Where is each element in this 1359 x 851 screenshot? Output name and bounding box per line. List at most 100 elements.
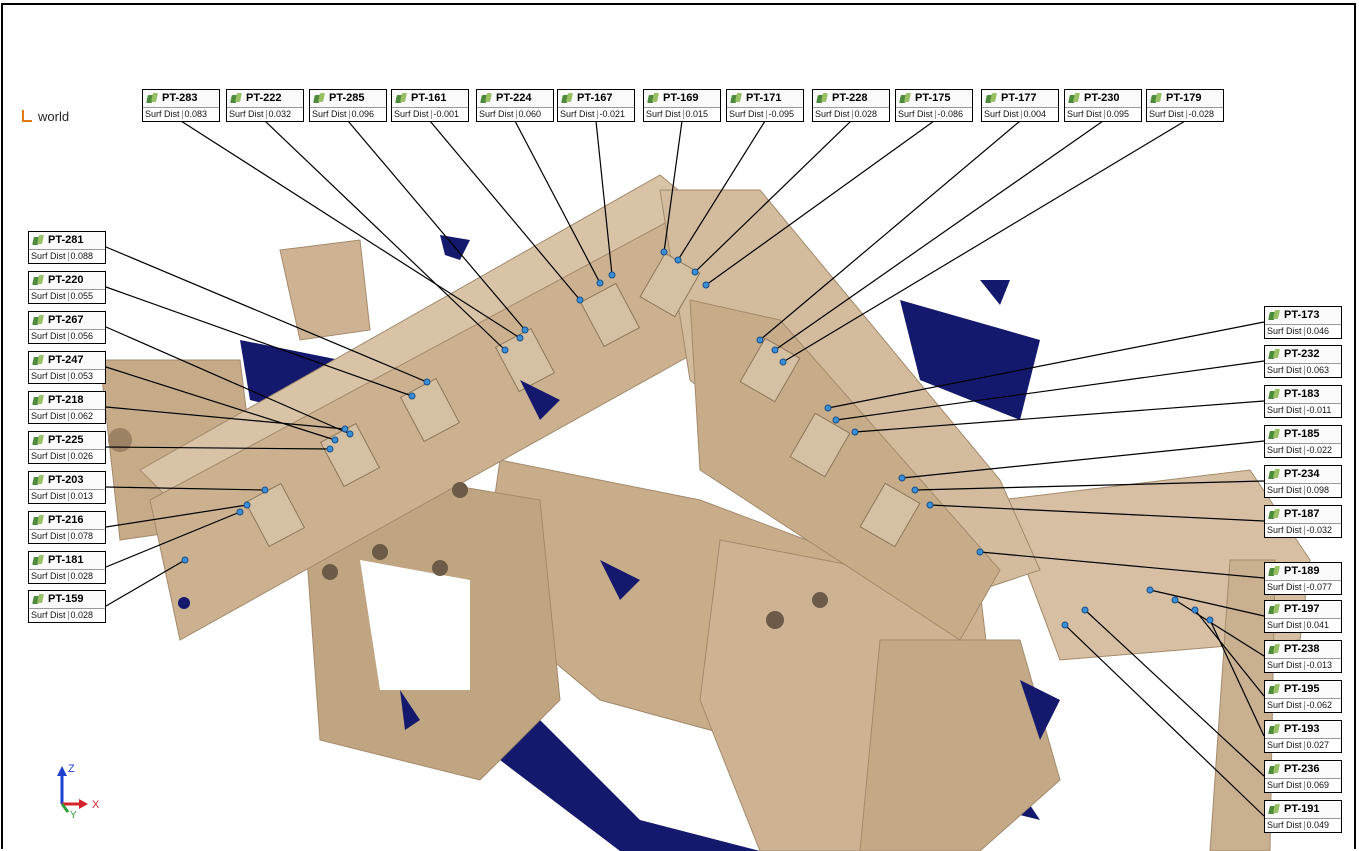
tag-value: 0.013 [67,492,93,501]
measurement-tag-pt-236[interactable]: PT-236 Surf Dist 0.069 [1264,760,1342,793]
measurement-tag-pt-281[interactable]: PT-281 Surf Dist 0.088 [28,231,106,264]
measurement-tag-pt-179[interactable]: PT-179 Surf Dist -0.028 [1146,89,1224,122]
tag-header: PT-230 [1065,90,1141,108]
tag-header: PT-179 [1147,90,1223,108]
tag-id: PT-181 [48,554,84,566]
tag-id: PT-222 [246,92,282,104]
tag-header: PT-238 [1265,641,1341,659]
measurement-tag-pt-161[interactable]: PT-161 Surf Dist -0.001 [391,89,469,122]
tag-key: Surf Dist [1267,780,1302,790]
tag-header: PT-193 [1265,721,1341,739]
measurement-tag-pt-247[interactable]: PT-247 Surf Dist 0.053 [28,351,106,384]
probe-point-icon [32,555,45,566]
tag-value: 0.028 [851,110,877,119]
tag-header: PT-181 [29,552,105,570]
callout-line [705,120,935,286]
world-label-text: world [38,109,70,124]
tag-key: Surf Dist [312,109,347,119]
tag-key: Surf Dist [31,451,66,461]
tag-key: Surf Dist [1267,326,1302,336]
probe-marker [851,428,859,436]
callout-line [105,511,241,568]
callout-line [514,120,601,284]
measurement-tag-pt-225[interactable]: PT-225 Surf Dist 0.026 [28,431,106,464]
tag-header: PT-171 [727,90,803,108]
deviation-fragment [600,560,640,600]
measurement-tag-pt-224[interactable]: PT-224 Surf Dist 0.060 [476,89,554,122]
measurement-tag-pt-195[interactable]: PT-195 Surf Dist -0.062 [1264,680,1342,713]
tag-row: Surf Dist -0.028 [1147,108,1223,121]
measurement-tag-pt-175[interactable]: PT-175 Surf Dist -0.086 [895,89,973,122]
tag-row: Surf Dist 0.095 [1065,108,1141,121]
measurement-tag-pt-185[interactable]: PT-185 Surf Dist -0.022 [1264,425,1342,458]
measurement-tag-pt-267[interactable]: PT-267 Surf Dist 0.056 [28,311,106,344]
measurement-tag-pt-283[interactable]: PT-283 Surf Dist 0.083 [142,89,220,122]
measurement-tag-pt-191[interactable]: PT-191 Surf Dist 0.049 [1264,800,1342,833]
tag-key: Surf Dist [31,251,66,261]
measurement-tag-pt-183[interactable]: PT-183 Surf Dist -0.011 [1264,385,1342,418]
measurement-tag-pt-193[interactable]: PT-193 Surf Dist 0.027 [1264,720,1342,753]
measurement-tag-pt-234[interactable]: PT-234 Surf Dist 0.098 [1264,465,1342,498]
measurement-tag-pt-173[interactable]: PT-173 Surf Dist 0.046 [1264,306,1342,339]
measurement-tag-pt-222[interactable]: PT-222 Surf Dist 0.032 [226,89,304,122]
tag-row: Surf Dist 0.053 [29,370,105,383]
measurement-tag-pt-171[interactable]: PT-171 Surf Dist -0.095 [726,89,804,122]
tag-value: 0.026 [67,452,93,461]
measurement-tag-pt-167[interactable]: PT-167 Surf Dist -0.021 [557,89,635,122]
tag-id: PT-161 [411,92,447,104]
measurement-tag-pt-177[interactable]: PT-177 Surf Dist 0.004 [981,89,1059,122]
measurement-tag-pt-220[interactable]: PT-220 Surf Dist 0.055 [28,271,106,304]
deviation-fragment [520,380,560,420]
probe-marker [236,508,244,516]
probe-point-icon [313,93,326,104]
tag-row: Surf Dist 0.028 [29,570,105,583]
measurement-tag-pt-218[interactable]: PT-218 Surf Dist 0.062 [28,391,106,424]
measurement-tag-pt-189[interactable]: PT-189 Surf Dist -0.077 [1264,562,1342,595]
measurement-tag-pt-285[interactable]: PT-285 Surf Dist 0.096 [309,89,387,122]
tag-key: Surf Dist [984,109,1019,119]
probe-marker [1146,586,1154,594]
probe-marker [1081,606,1089,614]
tag-key: Surf Dist [1267,700,1302,710]
tag-row: Surf Dist 0.078 [29,530,105,543]
measurement-tag-pt-197[interactable]: PT-197 Surf Dist 0.041 [1264,600,1342,633]
left-frame-window [360,560,470,690]
tag-row: Surf Dist 0.088 [29,250,105,263]
tag-row: Surf Dist 0.028 [813,108,889,121]
tag-header: PT-218 [29,392,105,410]
orientation-triad[interactable]: Z Y X [48,760,108,820]
tag-id: PT-187 [1284,508,1320,520]
probe-marker [674,256,682,264]
callout-line [105,559,186,607]
probe-marker [824,404,832,412]
tag-id: PT-220 [48,274,84,286]
probe-marker [331,436,339,444]
callout-line [759,120,1021,341]
tag-row: Surf Dist -0.095 [727,108,803,121]
measurement-tag-pt-232[interactable]: PT-232 Surf Dist 0.063 [1264,345,1342,378]
tag-header: PT-167 [558,90,634,108]
tag-header: PT-169 [644,90,720,108]
callout-line [827,321,1265,409]
probe-point-icon [1268,644,1281,655]
tag-id: PT-169 [663,92,699,104]
tag-key: Surf Dist [31,411,66,421]
measurement-tag-pt-238[interactable]: PT-238 Surf Dist -0.013 [1264,640,1342,673]
tag-row: Surf Dist -0.022 [1265,444,1341,457]
deviation-fragment [400,690,420,730]
measurement-tag-pt-181[interactable]: PT-181 Surf Dist 0.028 [28,551,106,584]
measurement-tag-pt-203[interactable]: PT-203 Surf Dist 0.013 [28,471,106,504]
measurement-tag-pt-216[interactable]: PT-216 Surf Dist 0.078 [28,511,106,544]
measurement-tag-pt-228[interactable]: PT-228 Surf Dist 0.028 [812,89,890,122]
tag-key: Surf Dist [479,109,514,119]
measurement-tag-pt-230[interactable]: PT-230 Surf Dist 0.095 [1064,89,1142,122]
measurement-tag-pt-159[interactable]: PT-159 Surf Dist 0.028 [28,590,106,623]
tag-value: 0.088 [67,252,93,261]
measurement-tag-pt-187[interactable]: PT-187 Surf Dist -0.032 [1264,505,1342,538]
tag-row: Surf Dist 0.004 [982,108,1058,121]
measurement-tag-pt-169[interactable]: PT-169 Surf Dist 0.015 [643,89,721,122]
probe-marker [243,501,251,509]
probe-marker [1061,621,1069,629]
